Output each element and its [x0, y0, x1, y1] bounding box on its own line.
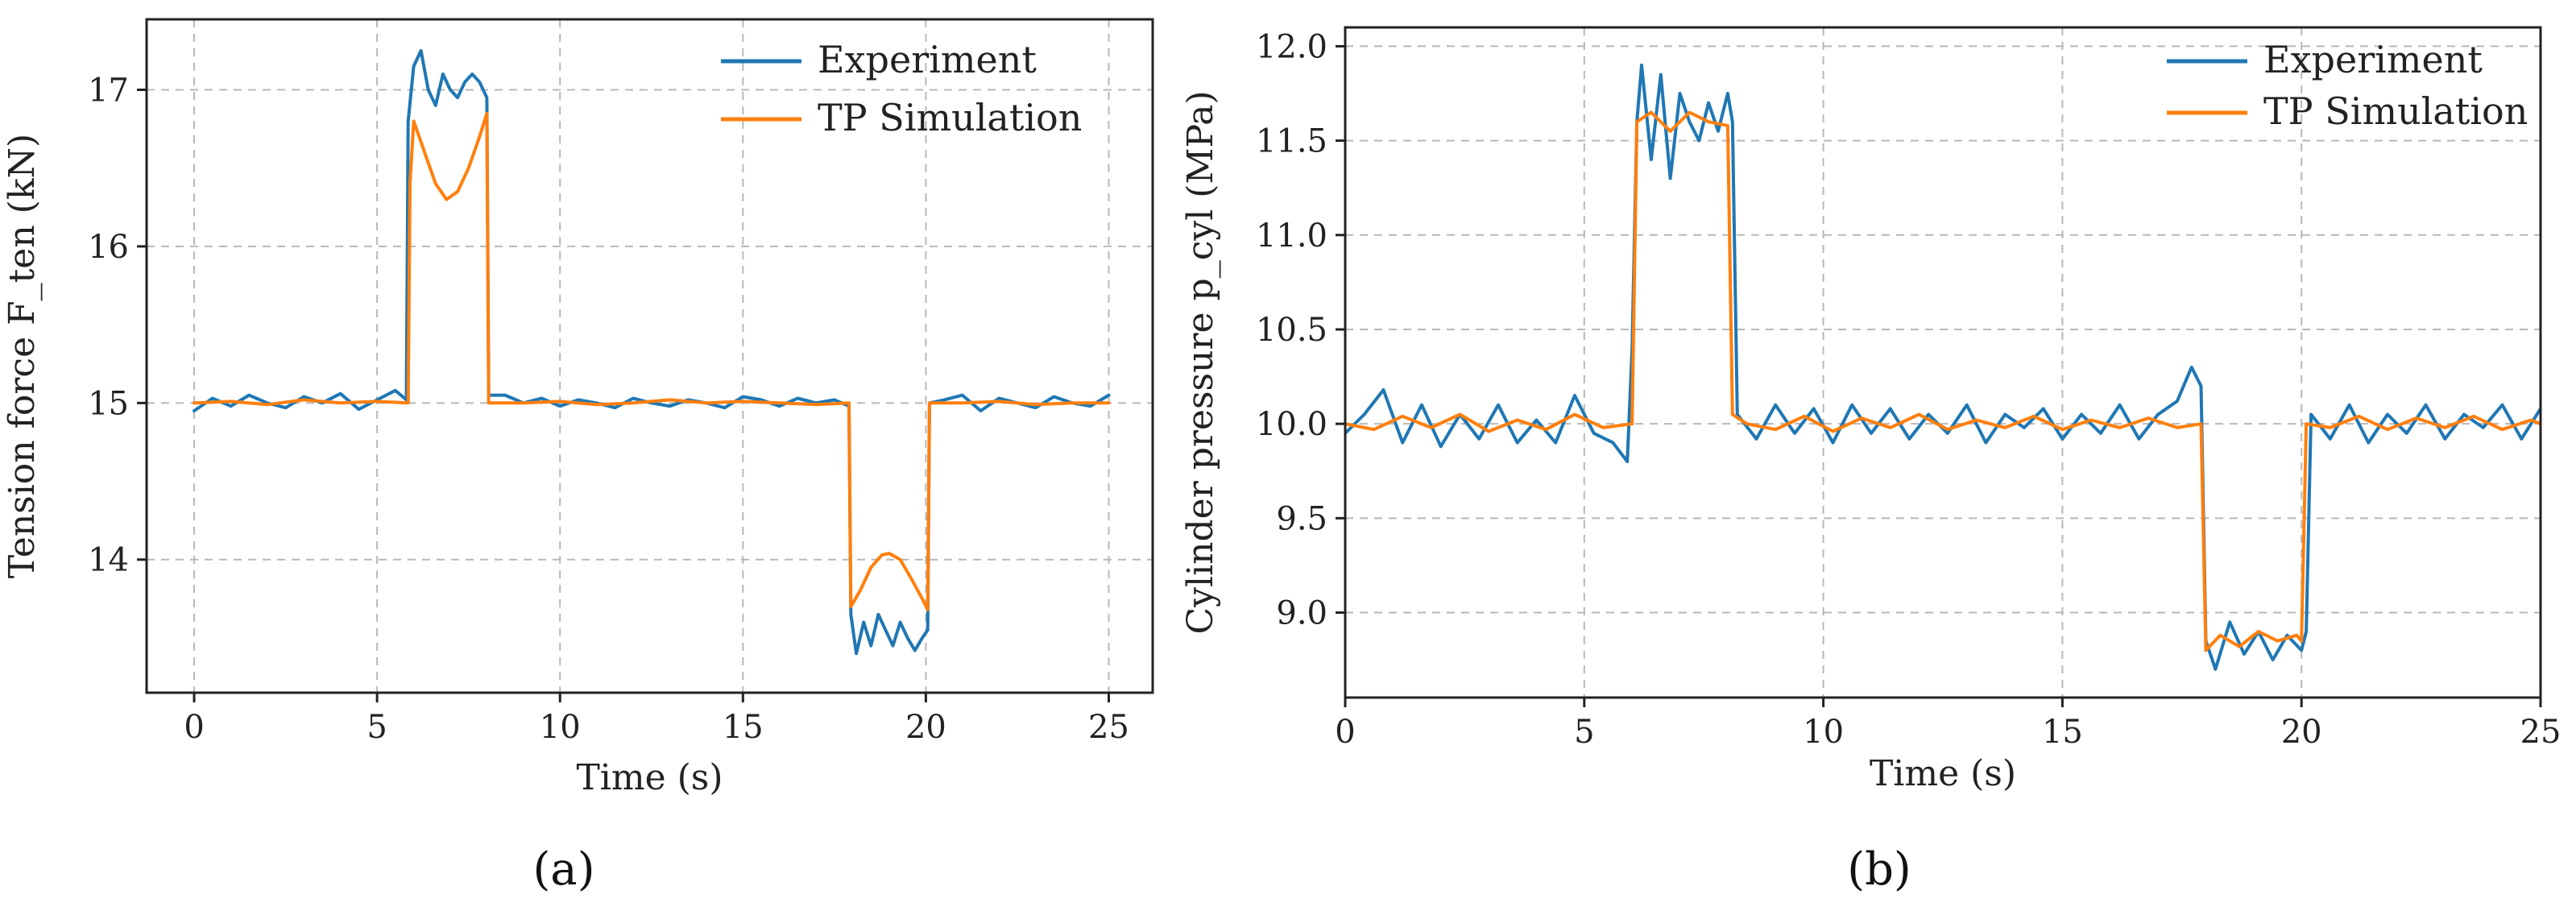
- chart-b-series-tp-simulation-line: [1345, 110, 2541, 652]
- chart-b-x-tick-label-0: 0: [1335, 714, 1355, 751]
- chart-b-x-tick-label-1: 5: [1574, 714, 1594, 751]
- chart-b-x-tick-label-2: 10: [1803, 714, 1844, 751]
- chart-b-legend-label-1: TP Simulation: [2263, 89, 2528, 133]
- chart-b-y-tick-label-6: 12.0: [1256, 28, 1327, 65]
- chart-a-series-experiment-line: [193, 48, 1111, 656]
- chart-b-panel-label: (b): [1847, 843, 1911, 896]
- chart-a-x-tick-label-5: 25: [1088, 709, 1129, 746]
- chart-a-y-tick-label-2: 16: [88, 229, 129, 266]
- chart-a-y-tick-label-3: 17: [88, 72, 129, 109]
- chart-a: 0 5 10 15 20 25 14 15 16 17 Time (s) Tension force …: [2, 18, 1154, 896]
- chart-a-x-tick-label-2: 10: [540, 709, 581, 746]
- chart-b-x-tick-label-5: 25: [2520, 714, 2562, 751]
- chart-b-y-tick-label-3: 10.5: [1256, 312, 1327, 349]
- chart-a-series-tp-simulation-line: [193, 111, 1111, 611]
- chart-a-x-axis-label: Time (s): [576, 757, 723, 798]
- chart-a-panel-label: (a): [532, 843, 594, 896]
- chart-b-y-axis-label: Cylinder pressure p_cyl (MPa): [1180, 91, 1221, 635]
- chart-b-plot-frame: [1344, 26, 2542, 699]
- chart-b-x-tick-label-4: 20: [2281, 714, 2322, 751]
- chart-b-y-tick-label-5: 11.5: [1256, 123, 1327, 160]
- chart-b-y-tick-label-1: 9.5: [1276, 500, 1327, 537]
- chart-b-y-tick-label-2: 10.0: [1256, 406, 1327, 443]
- chart-a-plot-frame: [145, 18, 1154, 694]
- chart-a-x-tick-label-4: 20: [905, 709, 946, 746]
- chart-b-y-tick-label-0: 9.0: [1276, 595, 1327, 632]
- chart-b: 0 5 10 15 20 25 9.0 9.5 10.0 10.5 11.0 11.5 12.0 Time…: [1180, 26, 2562, 896]
- chart-a-x-tick-label-3: 15: [723, 709, 764, 746]
- chart-b-y-tick-label-4: 11.0: [1256, 217, 1327, 255]
- chart-a-x-tick-label-0: 0: [184, 709, 204, 746]
- chart-a-x-tick-label-1: 5: [367, 709, 387, 746]
- chart-a-y-tick-label-0: 14: [88, 542, 129, 579]
- chart-a-legend-label-1: TP Simulation: [818, 96, 1082, 139]
- chart-b-series-experiment-line: [1345, 63, 2541, 671]
- chart-b-legend-label-0: Experiment: [2263, 38, 2483, 81]
- chart-a-legend-label-0: Experiment: [818, 38, 1037, 81]
- chart-a-y-tick-label-1: 15: [88, 385, 129, 422]
- chart-a-y-axis-label: Tension force F_ten (kN): [2, 134, 43, 578]
- chart-b-x-axis-label: Time (s): [1870, 753, 2016, 794]
- chart-b-x-tick-label-3: 15: [2042, 714, 2083, 751]
